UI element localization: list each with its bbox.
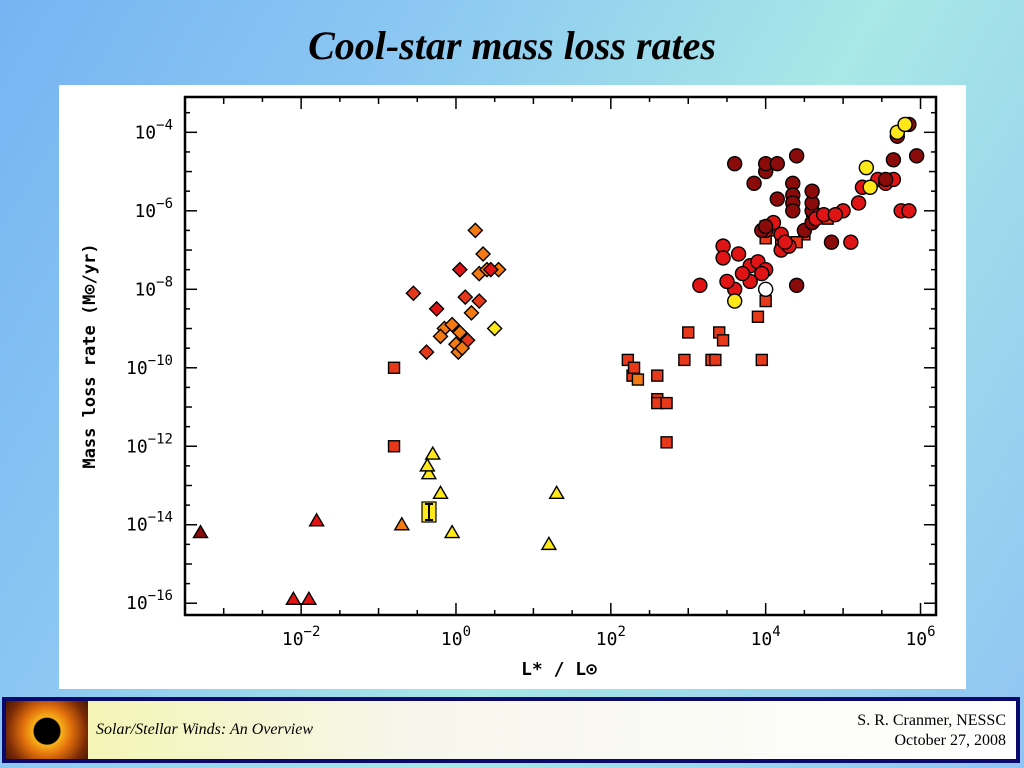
circle-point xyxy=(908,148,925,164)
circle-point xyxy=(757,281,774,297)
circle-point xyxy=(901,203,917,219)
y-axis-label: Mass loss rate (M⊙/yr) xyxy=(80,243,100,468)
circle-point xyxy=(885,152,902,168)
square-point xyxy=(660,436,673,449)
diamond-point xyxy=(451,261,468,278)
triangle-point xyxy=(285,590,302,606)
diamond-point xyxy=(405,285,422,302)
circle-point xyxy=(850,195,867,211)
triangle-point xyxy=(420,465,438,480)
square-point xyxy=(387,440,401,453)
axis-ticks xyxy=(184,97,936,615)
triangle-point xyxy=(308,512,325,527)
circle-point xyxy=(727,156,743,172)
diamond-point xyxy=(457,289,474,306)
circle-point xyxy=(897,116,913,133)
circle-point xyxy=(719,273,735,290)
triangle-point xyxy=(540,535,558,551)
circle-point xyxy=(754,265,770,282)
diamond-point xyxy=(467,222,484,239)
circle-point xyxy=(715,250,731,266)
square-point xyxy=(751,310,765,323)
y-tick-label: 10−16 xyxy=(126,588,173,614)
footer-credits: S. R. Cranmer, NESSC October 27, 2008 xyxy=(857,711,1006,751)
circle-point xyxy=(777,234,793,250)
diamond-point xyxy=(451,324,468,341)
square-point xyxy=(759,294,772,308)
triangle-point xyxy=(192,524,209,539)
circle-point xyxy=(823,234,840,250)
circle-point xyxy=(788,277,805,294)
y-tick-label: 10−8 xyxy=(134,274,173,300)
triangle-point xyxy=(393,516,411,531)
footer-presentation-title: Solar/Stellar Winds: An Overview xyxy=(96,721,314,738)
triangle-point xyxy=(424,445,441,460)
y-tick-label: 10−12 xyxy=(126,431,173,457)
circle-point xyxy=(769,156,785,172)
diamond-point xyxy=(463,304,480,321)
circle-point xyxy=(804,183,820,199)
circle-point xyxy=(877,171,894,188)
mass-loss-chart: 10−2 100 102 104 106 10−4 10−6 10−8 10−10 10−12 10… xyxy=(80,95,938,680)
square-point xyxy=(387,361,401,374)
circle-point xyxy=(858,159,875,176)
triangle-point xyxy=(419,457,436,472)
diamond-point xyxy=(471,293,488,310)
square-point xyxy=(682,326,695,339)
triangle-point xyxy=(443,524,461,539)
circle-point xyxy=(827,207,844,223)
footer-author: S. R. Cranmer, NESSC xyxy=(857,712,1006,729)
diamond-point xyxy=(428,300,445,317)
x-axis-label: L* / L⊙ xyxy=(521,659,597,680)
circle-point xyxy=(692,277,708,294)
triangle-point xyxy=(300,590,318,606)
x-tick-label: 106 xyxy=(905,624,935,650)
diamond-point xyxy=(444,316,461,333)
circle-point xyxy=(862,179,878,195)
circle-point xyxy=(788,148,805,164)
solar-eclipse-logo-icon xyxy=(6,701,88,759)
square-point xyxy=(651,369,664,382)
diamond-point xyxy=(475,245,492,262)
data-points xyxy=(192,116,925,606)
square-point xyxy=(755,353,768,367)
x-tick-label: 100 xyxy=(441,624,471,650)
circle-point xyxy=(757,218,774,235)
y-tick-label: 10−6 xyxy=(134,196,173,222)
square-point xyxy=(716,334,730,347)
diamond-point xyxy=(482,261,499,278)
diamond-point xyxy=(486,320,503,337)
x-tick-label: 10−2 xyxy=(282,624,321,650)
diamond-point xyxy=(432,328,449,345)
diamond-point xyxy=(418,344,435,361)
footer-date: October 27, 2008 xyxy=(894,732,1006,749)
circle-point xyxy=(727,293,743,309)
slide-title: Cool-star mass loss rates xyxy=(308,23,716,68)
x-tick-label: 102 xyxy=(596,624,626,650)
circle-point xyxy=(746,175,762,192)
triangle-point xyxy=(432,484,449,500)
diamond-point xyxy=(454,340,471,357)
footer-inner: Solar/Stellar Winds: An Overview S. R. C… xyxy=(6,701,1016,759)
y-tick-label: 10−14 xyxy=(126,510,173,536)
footer-bar: Solar/Stellar Winds: An Overview S. R. C… xyxy=(2,697,1020,763)
square-point xyxy=(678,353,691,367)
plot-frame xyxy=(183,95,938,617)
y-tick-label: 10−4 xyxy=(134,117,173,143)
triangle-point xyxy=(548,484,565,500)
chart-panel: 10−2 100 102 104 106 10−4 10−6 10−8 10−10 10−12 10… xyxy=(59,85,966,689)
circle-point xyxy=(730,246,747,262)
square-point xyxy=(631,373,645,386)
square-point xyxy=(709,353,722,367)
axis-tick-labels: 10−2 100 102 104 106 10−4 10−6 10−8 10−10 10−12 10… xyxy=(126,117,936,650)
circle-point xyxy=(843,234,859,250)
circle-point xyxy=(734,265,751,282)
y-tick-label: 10−10 xyxy=(126,353,173,379)
circle-point xyxy=(785,203,801,219)
x-tick-label: 104 xyxy=(751,624,781,650)
square-point xyxy=(627,361,641,374)
error-bar-glyph xyxy=(421,501,437,523)
square-point xyxy=(660,396,673,410)
circle-point xyxy=(769,191,785,207)
